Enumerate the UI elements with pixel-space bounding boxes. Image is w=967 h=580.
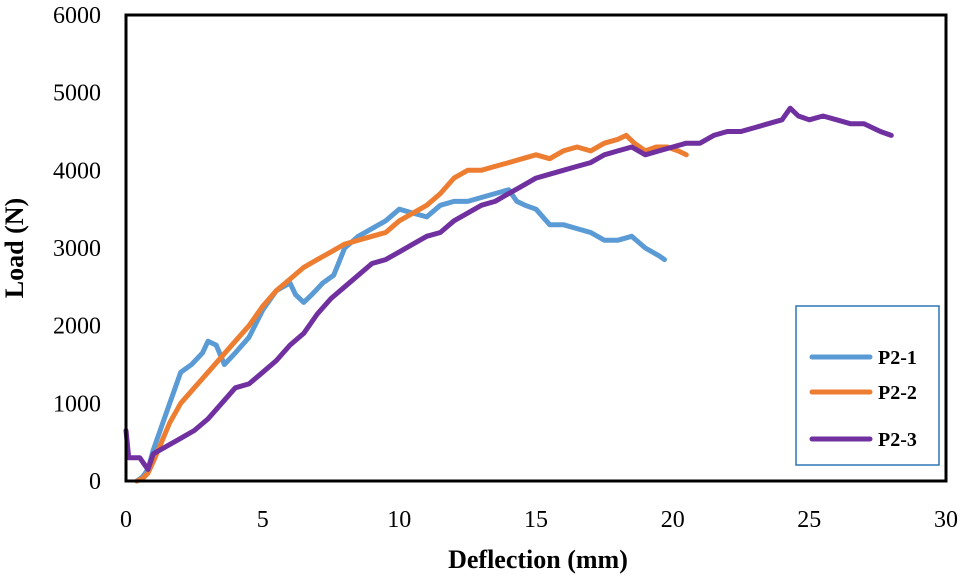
x-tick-label: 20 (661, 507, 685, 533)
y-tick-label: 6000 (53, 3, 101, 29)
series-layer (123, 105, 894, 484)
x-tick-label: 10 (387, 507, 411, 533)
y-tick-label: 0 (89, 469, 101, 495)
x-axis-ticks: 0 5 10 15 20 25 30 (120, 507, 958, 533)
x-axis-title: Deflection (mm) (448, 545, 628, 574)
x-tick-label: 15 (524, 507, 548, 533)
y-axis-title: Load (N) (0, 198, 29, 298)
y-tick-label: 3000 (53, 236, 101, 262)
legend-label-p2-3: P2-3 (878, 429, 917, 451)
y-tick-label: 5000 (53, 81, 101, 107)
y-tick-label: 2000 (53, 314, 101, 340)
x-tick-label: 5 (257, 507, 269, 533)
x-tick-label: 30 (934, 507, 958, 533)
x-tick-label: 25 (797, 507, 821, 533)
legend: P2-1 P2-2 P2-3 (795, 305, 940, 466)
y-axis-ticks: 0 1000 2000 3000 4000 5000 6000 (53, 3, 101, 495)
y-tick-label: 1000 (53, 391, 101, 417)
plot-frame (124, 13, 948, 483)
legend-label-p2-2: P2-2 (878, 382, 917, 404)
series-line-p2-3 (123, 105, 894, 472)
series-line-p2-1 (134, 187, 667, 484)
x-tick-label: 0 (120, 507, 132, 533)
y-tick-label: 4000 (53, 158, 101, 184)
legend-entries: P2-1 P2-2 P2-3 (809, 347, 917, 451)
series-line-p2-2 (134, 132, 689, 484)
legend-label-p2-1: P2-1 (878, 347, 917, 369)
